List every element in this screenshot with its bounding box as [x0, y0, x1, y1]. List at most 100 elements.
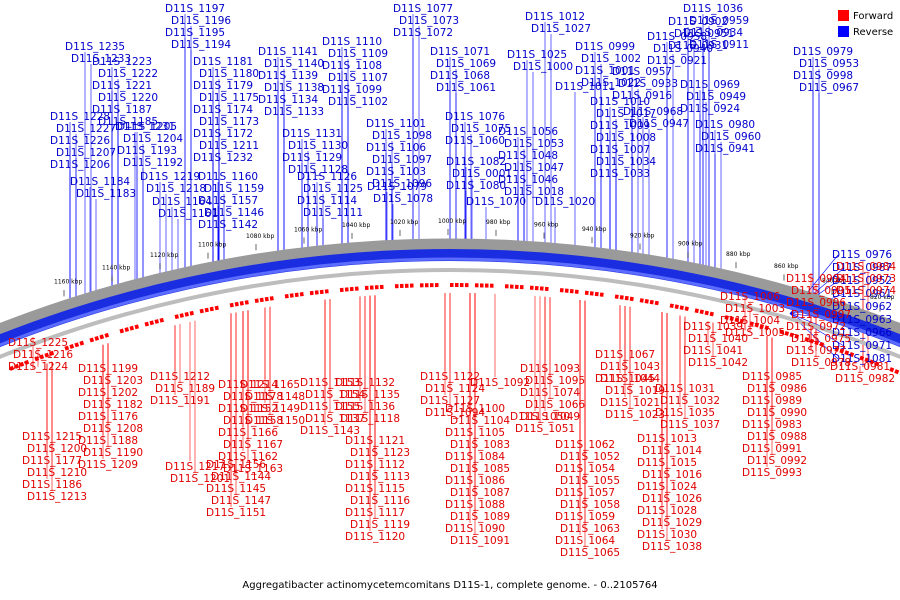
- gene-label-reverse: D11S_1096: [372, 178, 432, 190]
- forward-gene-block: [819, 341, 825, 347]
- gene-label-forward: D11S_1005: [725, 327, 785, 339]
- gene-label-reverse: D11S_1141: [258, 46, 318, 58]
- forward-gene-block: [709, 311, 714, 317]
- gene-label-reverse: D11S_1099: [322, 84, 382, 96]
- gene-label-forward: D11S_1182: [83, 399, 143, 411]
- gene-label-reverse: D11S_1126: [297, 171, 357, 183]
- gene-label-forward: D11S_1186: [22, 479, 82, 491]
- gene-label-forward: D11S_1152: [218, 403, 278, 415]
- forward-gene-block: [244, 300, 249, 305]
- gene-label-forward: D11S_1054: [555, 463, 615, 475]
- ring-inner-band: [0, 268, 900, 360]
- forward-gene-block: [179, 313, 184, 318]
- forward-gene-block: [644, 299, 649, 304]
- gene-label-forward: D11S_1039: [683, 321, 743, 333]
- gene-label-reverse: D11S_1133: [264, 106, 324, 118]
- gene-label-forward: D11S_1064: [555, 535, 615, 547]
- gene-label-forward: D11S_1225: [8, 337, 68, 349]
- forward-gene-block: [624, 295, 629, 301]
- gene-label-forward: D11S_1029: [642, 517, 702, 529]
- gene-label-forward: D11S_1062: [555, 439, 615, 451]
- gene-label-reverse: D11S_0968: [623, 106, 683, 118]
- gene-label-forward: D11S_1190: [83, 447, 143, 459]
- gene-label-reverse: D11S_1012: [525, 11, 585, 23]
- forward-gene-block: [209, 306, 214, 312]
- gene-label-forward: D11S_1058: [560, 499, 620, 511]
- gene-label-reverse: D11S_1181: [193, 56, 253, 68]
- scale-tick-label: 1040 kbp: [342, 222, 370, 229]
- gene-label-forward: D11S_1177: [22, 455, 82, 467]
- gene-label-reverse: D11S_1125: [303, 183, 363, 195]
- gene-label-reverse: D11S_1211: [199, 140, 259, 152]
- forward-gene-block: [49, 350, 55, 356]
- gene-label-reverse: D11S_1075: [451, 123, 511, 135]
- gene-label-forward: D11S_1032: [660, 395, 720, 407]
- gene-label-forward: D11S_1026: [642, 493, 702, 505]
- gene-label-reverse: D11S_0953: [799, 58, 859, 70]
- forward-gene-block: [129, 325, 135, 331]
- gene-label-forward: D11S_1189: [155, 383, 215, 395]
- gene-label-forward: D11S_1063: [560, 523, 620, 535]
- gene-label-forward: D11S_1094: [425, 407, 485, 419]
- gene-label-forward: D11S_1132: [335, 377, 395, 389]
- gene-label-forward: D11S_1066: [525, 399, 585, 411]
- gene-label-forward: D11S_0994: [786, 273, 846, 285]
- gene-label-reverse: D11S_1130: [288, 140, 348, 152]
- gene-label-forward: D11S_1166: [218, 427, 278, 439]
- gene-label-reverse: D11S_0940: [653, 43, 713, 55]
- gene-label-forward: D11S_0975: [791, 333, 851, 345]
- gene-label-forward: D11S_1055: [560, 475, 620, 487]
- gene-label-reverse: D11S_1179: [193, 80, 253, 92]
- gene-label-forward: D11S_1086: [445, 475, 505, 487]
- gene-label-forward: D11S_1120: [345, 531, 405, 543]
- legend-forward-swatch: [838, 10, 849, 21]
- gene-label-reverse: D11S_1061: [436, 82, 496, 94]
- gene-label-forward: D11S_1100: [445, 403, 505, 415]
- gene-label-reverse: D11S_1106: [366, 142, 426, 154]
- gene-label-forward: D11S_1095: [525, 375, 585, 387]
- gene-label-reverse: D11S_1195: [165, 27, 225, 39]
- gene-label-reverse: D11S_0998: [793, 70, 853, 82]
- scale-tick-label: 940 kbp: [582, 226, 607, 233]
- scale-tick-label: 900 kbp: [678, 241, 703, 248]
- gene-label-reverse: D11S_1146: [204, 207, 264, 219]
- gene-label-forward: D11S_1030: [637, 529, 697, 541]
- gene-label-forward: D11S_1043: [600, 361, 660, 373]
- gene-label-reverse: D11S_1174: [193, 104, 253, 116]
- forward-gene-block: [654, 300, 659, 306]
- gene-label-forward: D11S_1088: [445, 499, 505, 511]
- gene-label-reverse: D11S_1183: [76, 188, 136, 200]
- gene-label-forward: D11S_0997: [791, 309, 851, 321]
- gene-label-forward: D11S_1150: [245, 415, 305, 427]
- gene-label-reverse: D11S_1159: [204, 183, 264, 195]
- gene-label-forward: D11S_1123: [350, 447, 410, 459]
- gene-label-forward: D11S_1117: [345, 507, 405, 519]
- gene-label-forward: D11S_1163: [223, 463, 283, 475]
- ring-reverse-track: [0, 249, 900, 348]
- gene-label-reverse: D11S_1018: [504, 186, 564, 198]
- gene-label-forward: D11S_1049: [520, 411, 580, 423]
- gene-label-reverse: D11S_0966: [832, 327, 892, 339]
- forward-gene-block: [639, 298, 644, 303]
- forward-gene-block: [184, 312, 189, 317]
- gene-label-forward: D11S_0974: [836, 285, 896, 297]
- gene-label-forward: D11S_1021: [600, 397, 660, 409]
- gene-label-forward: D11S_1158: [223, 415, 283, 427]
- forward-gene-block: [749, 321, 755, 327]
- gene-label-reverse: D11S_1076: [445, 111, 505, 123]
- gene-label-forward: D11S_1050: [510, 411, 570, 423]
- gene-label-reverse: D11S_1009: [590, 120, 650, 132]
- forward-gene-block: [859, 355, 865, 361]
- gene-label-reverse: D11S_1079: [367, 181, 427, 193]
- gene-label-reverse: D11S_1194: [171, 39, 231, 51]
- forward-gene-block: [739, 318, 744, 324]
- scale-tick-label: 1100 kbp: [198, 242, 226, 249]
- gene-label-forward: D11S_0982: [835, 373, 895, 385]
- gene-label-reverse: D11S_1184: [70, 176, 130, 188]
- gene-label-reverse: D11S_1000: [513, 61, 573, 73]
- forward-gene-block: [104, 332, 110, 338]
- gene-label-forward: D11S_1052: [560, 451, 620, 463]
- forward-gene-block: [729, 316, 734, 322]
- gene-label-forward: D11S_1051: [515, 423, 575, 435]
- forward-gene-track: [9, 283, 900, 375]
